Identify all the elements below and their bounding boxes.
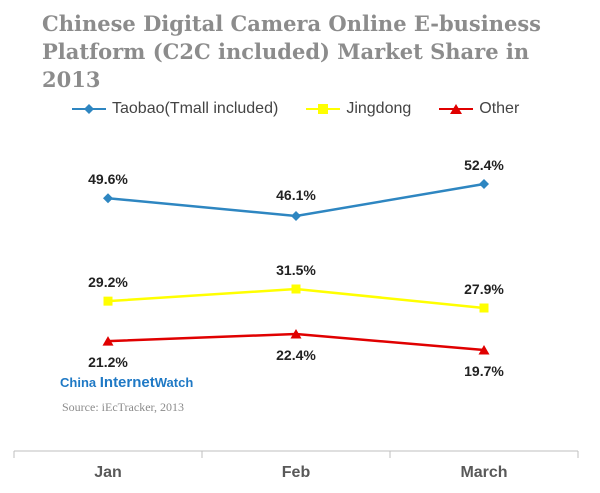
data-label-other-0: 21.2% — [88, 354, 128, 370]
chart-legend: Taobao(Tmall included) Jingdong Other — [72, 100, 547, 118]
chart-title-line2: Platform (C2C included) Market Share in … — [42, 39, 530, 92]
data-label-taobao-1: 46.1% — [276, 187, 316, 203]
point-taobao-2 — [479, 179, 489, 189]
legend-label-jingdong: Jingdong — [346, 100, 412, 117]
legend-label-other: Other — [479, 100, 520, 117]
data-label-other-1: 22.4% — [276, 347, 316, 363]
point-jingdong-0 — [103, 296, 113, 306]
chart-title-line1: Chinese Digital Camera Online E-business — [42, 11, 542, 36]
point-other-1 — [290, 329, 302, 339]
brand-logo: China InternetWatch — [60, 374, 193, 391]
brand-part1: China — [60, 375, 100, 390]
chart-title: Chinese Digital Camera Online E-business… — [42, 10, 582, 94]
data-label-jingdong-1: 31.5% — [276, 262, 316, 278]
diamond-marker-icon — [72, 104, 106, 114]
brand-part3: Watch — [154, 375, 194, 390]
brand-part2: Internet — [99, 374, 155, 391]
point-taobao-1 — [291, 211, 301, 221]
point-jingdong-2 — [479, 303, 489, 313]
data-label-jingdong-0: 29.2% — [88, 274, 128, 290]
data-label-jingdong-2: 27.9% — [464, 281, 504, 297]
triangle-marker-icon — [439, 104, 474, 114]
point-jingdong-1 — [291, 284, 301, 294]
square-marker-icon — [306, 104, 341, 114]
x-tick-label-feb: Feb — [282, 464, 311, 481]
x-tick-label-march: March — [460, 464, 507, 481]
x-tick-label-jan: Jan — [94, 464, 122, 481]
point-other-2 — [478, 345, 490, 355]
point-other-0 — [102, 336, 114, 346]
legend-item-taobao: Taobao(Tmall included) — [72, 100, 278, 118]
point-taobao-0 — [103, 193, 113, 204]
data-label-taobao-0: 49.6% — [88, 171, 128, 187]
legend-label-taobao: Taobao(Tmall included) — [112, 100, 279, 117]
legend-item-other: Other — [439, 100, 519, 118]
source-note: Source: iEcTracker, 2013 — [62, 400, 185, 414]
data-label-taobao-2: 52.4% — [464, 157, 504, 173]
data-label-other-2: 19.7% — [464, 363, 504, 379]
legend-item-jingdong: Jingdong — [306, 100, 411, 118]
